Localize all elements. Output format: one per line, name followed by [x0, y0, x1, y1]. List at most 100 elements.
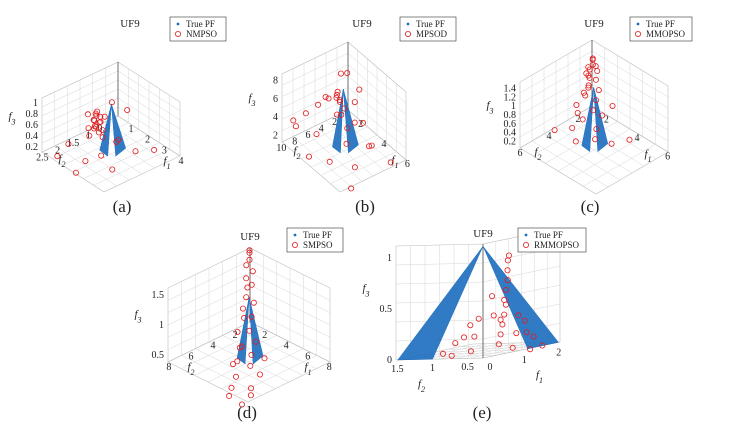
tick-label-f2: 8 — [292, 136, 297, 147]
tick-label-f3: 1.2 — [504, 92, 517, 103]
approx-point — [439, 350, 446, 357]
tick-label-f3: 0.6 — [504, 119, 517, 130]
legend-marker-true-pf — [524, 233, 528, 237]
axis-label-f1: f1 — [536, 369, 543, 385]
tick-label-f1: 2 — [145, 135, 150, 146]
approx-point — [91, 123, 98, 130]
legend-box — [629, 16, 693, 42]
approx-point — [515, 312, 522, 319]
approx-point — [582, 92, 589, 99]
approx-point — [513, 330, 520, 337]
approx-point — [504, 277, 511, 284]
legend-label-true-pf: True PF — [416, 19, 445, 29]
approx-point — [356, 86, 363, 93]
approx-point — [501, 311, 508, 318]
approx-point — [333, 111, 340, 118]
approx-point — [523, 329, 530, 336]
approx-point — [232, 373, 239, 380]
approx-point — [595, 87, 602, 94]
approx-point — [348, 185, 355, 192]
approx-point — [92, 110, 99, 117]
approx-point — [574, 110, 581, 117]
axis-label-f3: f3 — [8, 111, 15, 127]
true-pf-sheet — [343, 88, 359, 154]
chart-title: UF9 — [240, 231, 260, 243]
tick-label-f2: 6 — [517, 148, 522, 159]
tick-label-f3: 1 — [511, 101, 516, 112]
approx-point — [132, 148, 139, 155]
chart-title: UF9 — [584, 18, 604, 30]
tick-label-f1: 3 — [162, 145, 167, 156]
approx-point — [241, 314, 248, 321]
approx-point — [234, 358, 241, 365]
legend-marker-true-pf — [293, 233, 297, 237]
approx-point — [243, 294, 250, 301]
tick-label-f2: 2.5 — [36, 153, 49, 164]
approx-point — [530, 333, 537, 340]
approx-point — [368, 142, 375, 149]
approx-point — [573, 102, 580, 109]
approx-point — [99, 127, 106, 134]
tick-label-f1: 4 — [635, 133, 640, 144]
approx-point — [243, 262, 250, 269]
approx-point — [341, 105, 348, 112]
legend-marker-approx — [404, 30, 411, 37]
approx-point — [592, 76, 599, 83]
tick-label-f2: 0.5 — [461, 362, 474, 373]
legend-box — [286, 227, 344, 253]
approx-point — [344, 70, 351, 77]
tick-label-f2: 6 — [188, 351, 193, 362]
approx-point — [579, 116, 586, 123]
approx-point — [261, 355, 268, 362]
approx-point — [592, 63, 599, 70]
approx-point — [609, 103, 616, 110]
legend-label-true-pf: True PF — [186, 19, 215, 29]
approx-point — [521, 317, 528, 324]
approx-point — [246, 249, 253, 256]
tick-label-f1: 6 — [665, 152, 670, 163]
approx-point — [337, 70, 344, 77]
legend-marker-true-pf — [176, 22, 180, 26]
approx-point — [490, 312, 497, 319]
approx-point — [108, 99, 115, 106]
tick-label-f2: 2 — [233, 330, 238, 341]
tick-label-f2: 6 — [306, 130, 311, 141]
approx-point — [467, 348, 474, 355]
chart-title: UF9 — [352, 18, 372, 30]
approx-point — [65, 140, 72, 147]
approx-point — [248, 351, 255, 358]
tick-label-f3: 0 — [387, 355, 392, 366]
approx-point — [248, 281, 255, 288]
tick-label-f2: 4 — [319, 124, 324, 135]
approx-point — [504, 267, 511, 274]
approx-point — [626, 136, 633, 143]
tick-label-f2: 10 — [276, 143, 286, 154]
tick-label-f3: 0.8 — [504, 110, 517, 121]
approx-point — [569, 125, 576, 132]
approx-point — [351, 164, 358, 171]
approx-point — [249, 268, 256, 275]
tick-label-f3: 0.4 — [504, 128, 517, 139]
tick-label-f3: 0.6 — [26, 120, 39, 131]
tick-label-f3: 2 — [273, 130, 278, 141]
tick-label-f2: 2 — [55, 145, 60, 156]
panel-caption: (c) — [581, 197, 600, 216]
approx-point — [593, 97, 600, 104]
tick-label-f1: 4 — [179, 156, 184, 167]
approx-point — [471, 333, 478, 340]
approx-point — [325, 95, 332, 102]
legend-marker-true-pf — [636, 22, 640, 26]
approx-point — [228, 384, 235, 391]
approx-point — [351, 119, 358, 126]
tick-label-f3: 0.5 — [380, 304, 393, 315]
true-pf-sheet — [248, 297, 264, 365]
tick-label-f2: 4 — [547, 131, 552, 142]
legend-marker-approx — [291, 241, 298, 248]
approx-point — [452, 340, 459, 347]
approx-point — [246, 247, 253, 254]
